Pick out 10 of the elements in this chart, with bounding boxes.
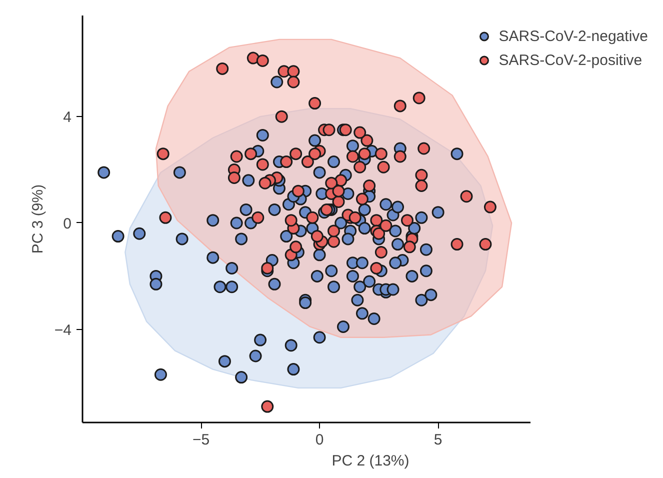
x-tick-label: 0 [315, 432, 324, 448]
y-axis-title: PC 3 (9%) [29, 184, 46, 254]
legend-label: SARS-CoV-2-negative [498, 28, 648, 44]
y-tick-label: −4 [54, 322, 72, 339]
y-tick-label: 0 [63, 215, 72, 232]
y-tick-label: 4 [63, 109, 72, 126]
x-tick-label: −5 [192, 432, 210, 448]
x-axis-title: PC 2 (13%) [332, 452, 410, 470]
x-tick-label: 5 [434, 432, 442, 448]
legend-label: SARS-CoV-2-positive [498, 52, 642, 68]
